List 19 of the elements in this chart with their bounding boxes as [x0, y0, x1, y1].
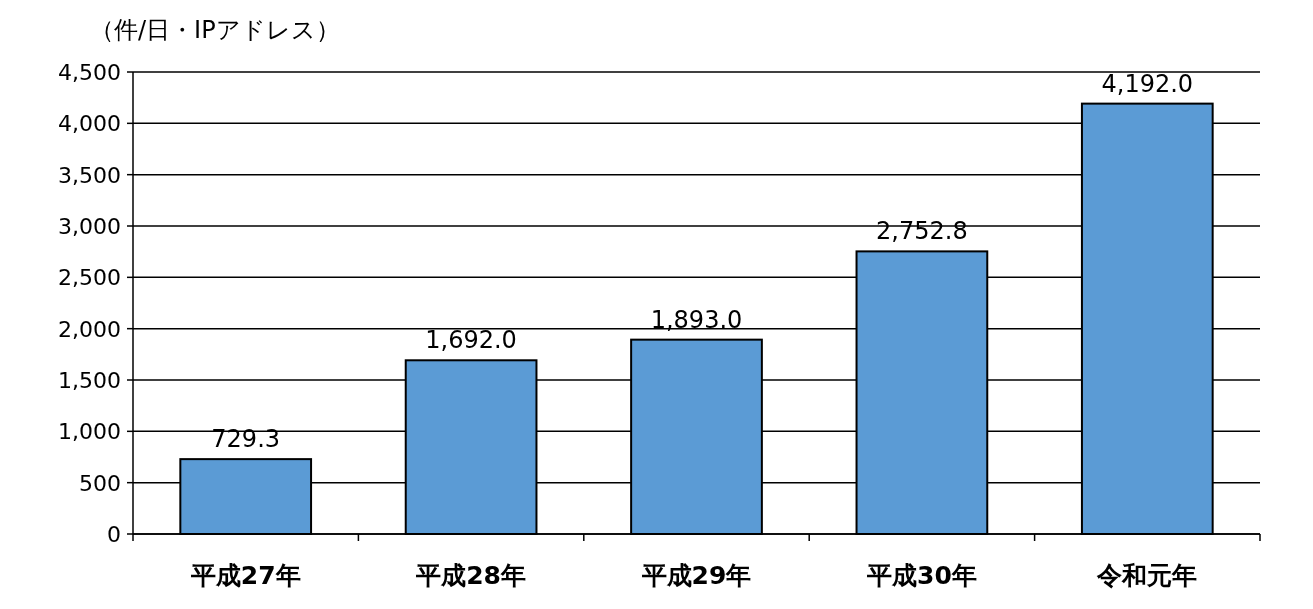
y-axis-title: （件/日・IPアドレス） [90, 16, 340, 44]
x-tick-label: 平成29年 [640, 561, 752, 590]
x-tick-label: 平成28年 [415, 561, 526, 590]
y-tick-label: 1,500 [58, 368, 121, 393]
x-tick-label: 令和元年 [1096, 561, 1198, 590]
data-label: 1,692.0 [425, 326, 517, 355]
y-tick-label: 500 [79, 470, 121, 496]
y-tick-label: 4,500 [58, 60, 121, 85]
data-label: 1,893.0 [650, 305, 743, 334]
y-tick-label: 0 [107, 522, 121, 547]
y-tick-label: 4,000 [58, 111, 121, 137]
x-tick-label: 平成27年 [189, 561, 301, 590]
y-tick-label: 3,000 [58, 214, 121, 239]
y-tick-label: 1,000 [58, 419, 121, 445]
y-tick-label: 3,500 [58, 162, 121, 188]
y-tick-label: 2,500 [58, 265, 121, 291]
x-tick-label: 平成30年 [866, 561, 977, 590]
y-tick-label: 2,000 [58, 316, 121, 342]
data-label: 4,192.0 [1101, 69, 1194, 98]
